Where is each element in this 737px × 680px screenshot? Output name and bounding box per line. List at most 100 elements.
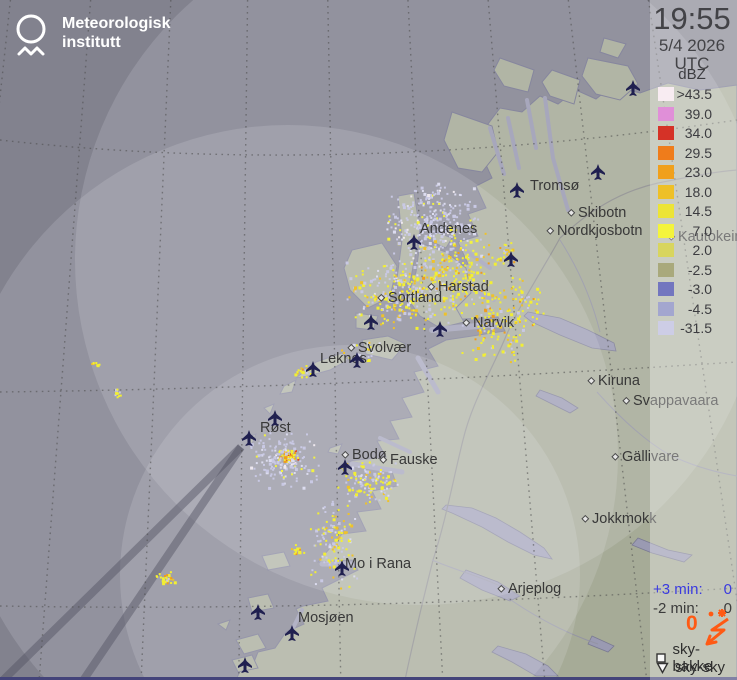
city-label: Røst [260, 420, 291, 436]
river [559, 239, 601, 333]
city-marker-icon [347, 343, 356, 352]
airplane-icon [335, 560, 349, 576]
legend-swatch [658, 321, 674, 335]
logo-text-line1: Meteorologisk [62, 15, 171, 32]
legend-title: dBZ [678, 66, 706, 83]
info-strip-overlay [650, 0, 737, 680]
sky-sky-label: sky-sky [675, 659, 725, 676]
city-label: Gällivare [622, 449, 679, 465]
graticule-parallel [0, 361, 737, 393]
island [361, 335, 407, 361]
lightning-minus-row: -2 min: 0 [653, 600, 734, 617]
triangle-down-icon [656, 662, 669, 674]
airplane-icon [251, 604, 265, 620]
graticule-parallel [0, 587, 737, 608]
legend-swatch [658, 106, 674, 121]
radar-coverage-circle [120, 345, 580, 680]
city-label: Nordkjosbotn [557, 223, 642, 239]
river [596, 391, 737, 477]
city-marker-icon [497, 584, 506, 593]
legend-swatch [658, 243, 674, 257]
legend-swatch [658, 126, 674, 140]
graticule-parallel [0, 119, 737, 156]
fjord [466, 286, 496, 302]
fjord [378, 436, 412, 454]
lightning-plus-row: +3 min: 0 [653, 581, 734, 598]
airplane-icon [433, 321, 447, 337]
lightning-icon [705, 609, 729, 646]
city-label: Narvik [473, 315, 515, 331]
legend-value: -31.5 [680, 320, 712, 336]
city-label: Mosjøen [298, 610, 354, 626]
legend-sky-sky: sky-sky [656, 659, 725, 676]
legend-value: 39.0 [684, 105, 712, 122]
fjord [488, 126, 506, 176]
city-label: Svappavaara [633, 393, 719, 409]
lake [459, 569, 521, 602]
airplane-icon [285, 625, 299, 641]
met-logo-icon [16, 14, 46, 56]
city-label: Kautokeino [678, 229, 737, 245]
lightning-plus-value: 0 [723, 581, 732, 598]
island [493, 57, 535, 93]
mainland [235, 82, 737, 680]
radar-blanked-sector [78, 444, 245, 680]
legend-value: -2.5 [687, 261, 712, 278]
island [247, 593, 275, 613]
fjord [349, 461, 405, 475]
airplane-icon [350, 352, 364, 368]
legend-value: 18.0 [684, 183, 712, 200]
legend-swatch [658, 301, 674, 316]
city-marker-icon [587, 376, 596, 385]
radar-coverage-circle [75, 0, 737, 605]
legend-sky-bakke: sky-bakke [656, 641, 737, 675]
city-label: Fauske [390, 452, 438, 468]
legend-value: 2.0 [692, 242, 712, 258]
lake [441, 504, 553, 560]
city-label: Andenes [420, 221, 477, 237]
legend-swatch [658, 87, 674, 101]
logo-text-line2: institutt [62, 34, 121, 51]
city-label: Skibotn [578, 205, 626, 221]
met-logo: Meteorologisk institutt [10, 8, 170, 62]
fjord [415, 355, 441, 395]
graticule-meridian [567, 0, 648, 680]
country-border [559, 169, 737, 239]
legend-swatch [658, 223, 674, 238]
airplane-icon [338, 459, 352, 475]
fjord [543, 96, 570, 212]
sky-bakke-label: sky-bakke [672, 641, 713, 675]
legend-swatch [658, 145, 674, 160]
city-label: Mo i Rana [345, 556, 412, 572]
island [261, 551, 291, 571]
legend-value: 23.0 [684, 164, 712, 180]
lake [491, 645, 559, 677]
city-label: Leknes [320, 351, 367, 367]
island [294, 352, 349, 379]
airplane-icon [238, 657, 252, 673]
clock-time: 19:55 [653, 1, 731, 36]
city-label: Tromsø [530, 178, 580, 194]
legend-value: 34.0 [684, 125, 712, 141]
island [581, 57, 639, 101]
city-marker-icon [581, 514, 590, 523]
city-marker-icon [611, 452, 620, 461]
airplane-icon [510, 182, 524, 198]
legend-value: >43.5 [676, 86, 712, 102]
country-border [404, 237, 561, 680]
fjord [460, 246, 492, 270]
city-marker-icon [341, 450, 350, 459]
city-marker-icon [622, 396, 631, 405]
city-marker-icon [546, 226, 555, 235]
island [541, 69, 581, 105]
legend-swatch [658, 204, 674, 218]
city-marker-icon [379, 455, 388, 464]
city-label: Kiruna [598, 373, 641, 389]
island [235, 633, 267, 655]
legend-value: -3.0 [687, 281, 712, 297]
city-label: Sortland [388, 290, 442, 306]
river [431, 559, 521, 597]
legend-swatch [658, 184, 674, 199]
